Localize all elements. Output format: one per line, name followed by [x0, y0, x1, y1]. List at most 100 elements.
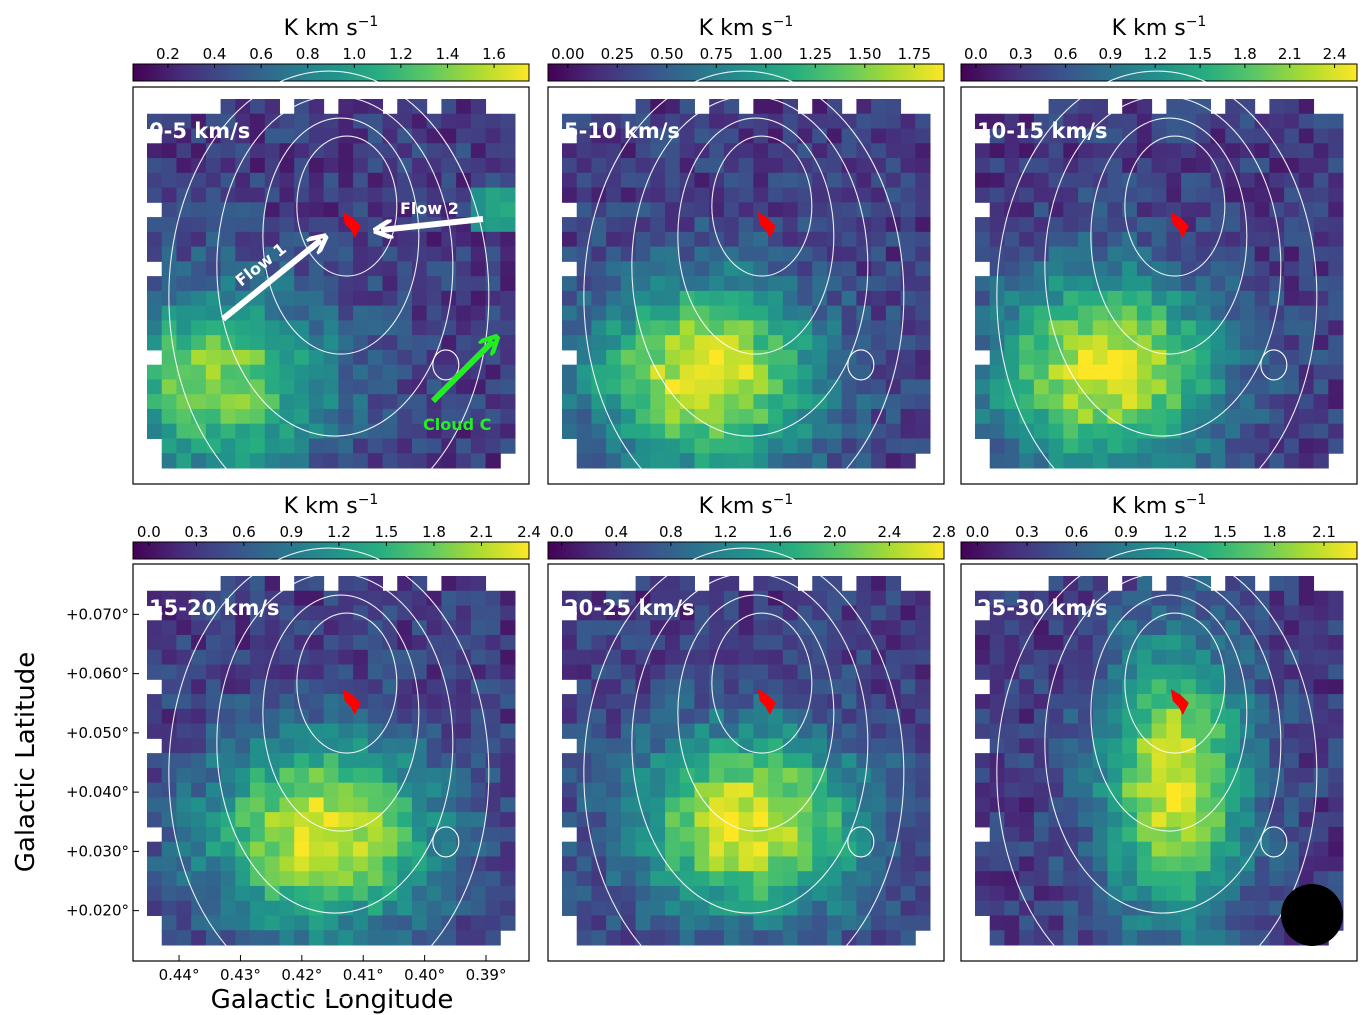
panel-title: 5-10 km/s: [564, 119, 680, 143]
heatmap-cell: [679, 217, 695, 233]
heatmap-cell: [338, 576, 354, 592]
heatmap-cell: [1019, 320, 1035, 336]
heatmap-cell: [456, 826, 472, 843]
heatmap-cell: [826, 128, 843, 144]
heatmap-cell: [1136, 723, 1153, 739]
heatmap-cell: [1269, 423, 1285, 439]
heatmap-cell: [606, 753, 622, 769]
heatmap-cell: [1210, 738, 1226, 754]
heatmap-cell: [220, 99, 236, 115]
heatmap-cell: [1019, 290, 1035, 307]
heatmap-cell: [665, 276, 681, 292]
heatmap-cell: [176, 187, 192, 203]
heatmap-cell: [1225, 202, 1241, 218]
heatmap-cell: [176, 694, 192, 710]
heatmap-cell: [753, 635, 769, 651]
heatmap-cell: [1166, 753, 1182, 769]
heatmap-cell: [456, 797, 472, 813]
heatmap-cell: [1122, 408, 1138, 425]
heatmap-cell: [797, 915, 813, 931]
heatmap-cell: [591, 349, 607, 366]
heatmap-cell: [1239, 915, 1256, 931]
heatmap-cell: [1298, 453, 1315, 469]
heatmap-cell: [382, 856, 398, 872]
heatmap-cell: [620, 143, 637, 159]
heatmap-cell: [426, 871, 442, 887]
heatmap-cell: [367, 453, 384, 469]
colorbar-tick-label: 1.5: [1188, 45, 1212, 63]
heatmap-cell: [709, 158, 725, 174]
heatmap-cell: [279, 826, 295, 843]
heatmap-cell: [1078, 930, 1094, 946]
heatmap-cell: [989, 812, 1005, 828]
heatmap-cell: [709, 231, 725, 248]
heatmap-cell: [176, 335, 192, 351]
heatmap-cell: [176, 453, 192, 469]
heatmap-cell: [989, 335, 1005, 351]
heatmap-cell: [679, 261, 695, 277]
heatmap-cell: [782, 738, 799, 754]
heatmap-cell: [205, 276, 222, 292]
panel-title: 10-15 km/s: [977, 119, 1108, 143]
heatmap-cell: [353, 856, 369, 872]
heatmap-cell: [235, 797, 251, 813]
heatmap-cell: [323, 738, 339, 754]
heatmap-cell: [753, 885, 769, 902]
heatmap-cell: [1136, 856, 1153, 872]
heatmap-cell: [606, 364, 622, 380]
heatmap-cell: [782, 797, 799, 813]
heatmap-cell: [294, 694, 310, 710]
heatmap-cell: [338, 423, 354, 439]
heatmap-cell: [606, 738, 622, 754]
heatmap-cell: [1107, 590, 1123, 607]
heatmap-cell: [1328, 438, 1344, 454]
heatmap-cell: [397, 694, 413, 710]
heatmap-cell: [1166, 99, 1182, 115]
heatmap-cell: [841, 856, 857, 872]
heatmap-cell: [220, 856, 236, 872]
heatmap-cell: [576, 158, 592, 174]
heatmap-cell: [1063, 113, 1079, 130]
heatmap-cell: [1092, 900, 1108, 916]
panel-title: 20-25 km/s: [564, 596, 695, 620]
heatmap-cell: [1269, 738, 1285, 754]
heatmap-cell: [1078, 172, 1094, 189]
heatmap-cell: [323, 930, 339, 946]
heatmap-cell: [591, 797, 607, 813]
heatmap-cell: [470, 797, 487, 813]
heatmap-cell: [485, 172, 501, 189]
x-tick-label: 0.39°: [466, 966, 507, 984]
heatmap-cell: [353, 143, 369, 159]
heatmap-cell: [235, 128, 251, 144]
heatmap-cell: [738, 438, 754, 454]
heatmap-cell: [1136, 246, 1153, 262]
heatmap-cell: [294, 856, 310, 872]
heatmap-cell: [694, 408, 710, 425]
heatmap-cell: [1078, 694, 1094, 710]
heatmap-cell: [1195, 113, 1212, 130]
heatmap-cell: [900, 113, 916, 130]
heatmap-cell: [635, 856, 651, 872]
heatmap-cell: [1107, 202, 1123, 218]
heatmap-cell: [1151, 767, 1167, 784]
heatmap-cell: [679, 723, 695, 739]
heatmap-cell: [1078, 276, 1094, 292]
heatmap-cell: [367, 723, 384, 739]
heatmap-cell: [989, 635, 1005, 651]
heatmap-cell: [1313, 723, 1329, 739]
heatmap-cell: [1151, 930, 1167, 946]
heatmap-cell: [411, 797, 428, 813]
heatmap-cell: [576, 590, 592, 607]
heatmap-cell: [1092, 276, 1108, 292]
heatmap-cell: [562, 782, 578, 798]
heatmap-cell: [694, 635, 710, 651]
heatmap-cell: [768, 856, 784, 872]
heatmap-cell: [1284, 812, 1300, 828]
heatmap-cell: [885, 664, 902, 680]
heatmap-cell: [1033, 930, 1050, 946]
heatmap-cell: [797, 900, 813, 916]
heatmap-cell: [308, 679, 325, 695]
heatmap-cell: [161, 261, 177, 277]
heatmap-cell: [147, 590, 163, 607]
heatmap-cell: [900, 453, 916, 469]
